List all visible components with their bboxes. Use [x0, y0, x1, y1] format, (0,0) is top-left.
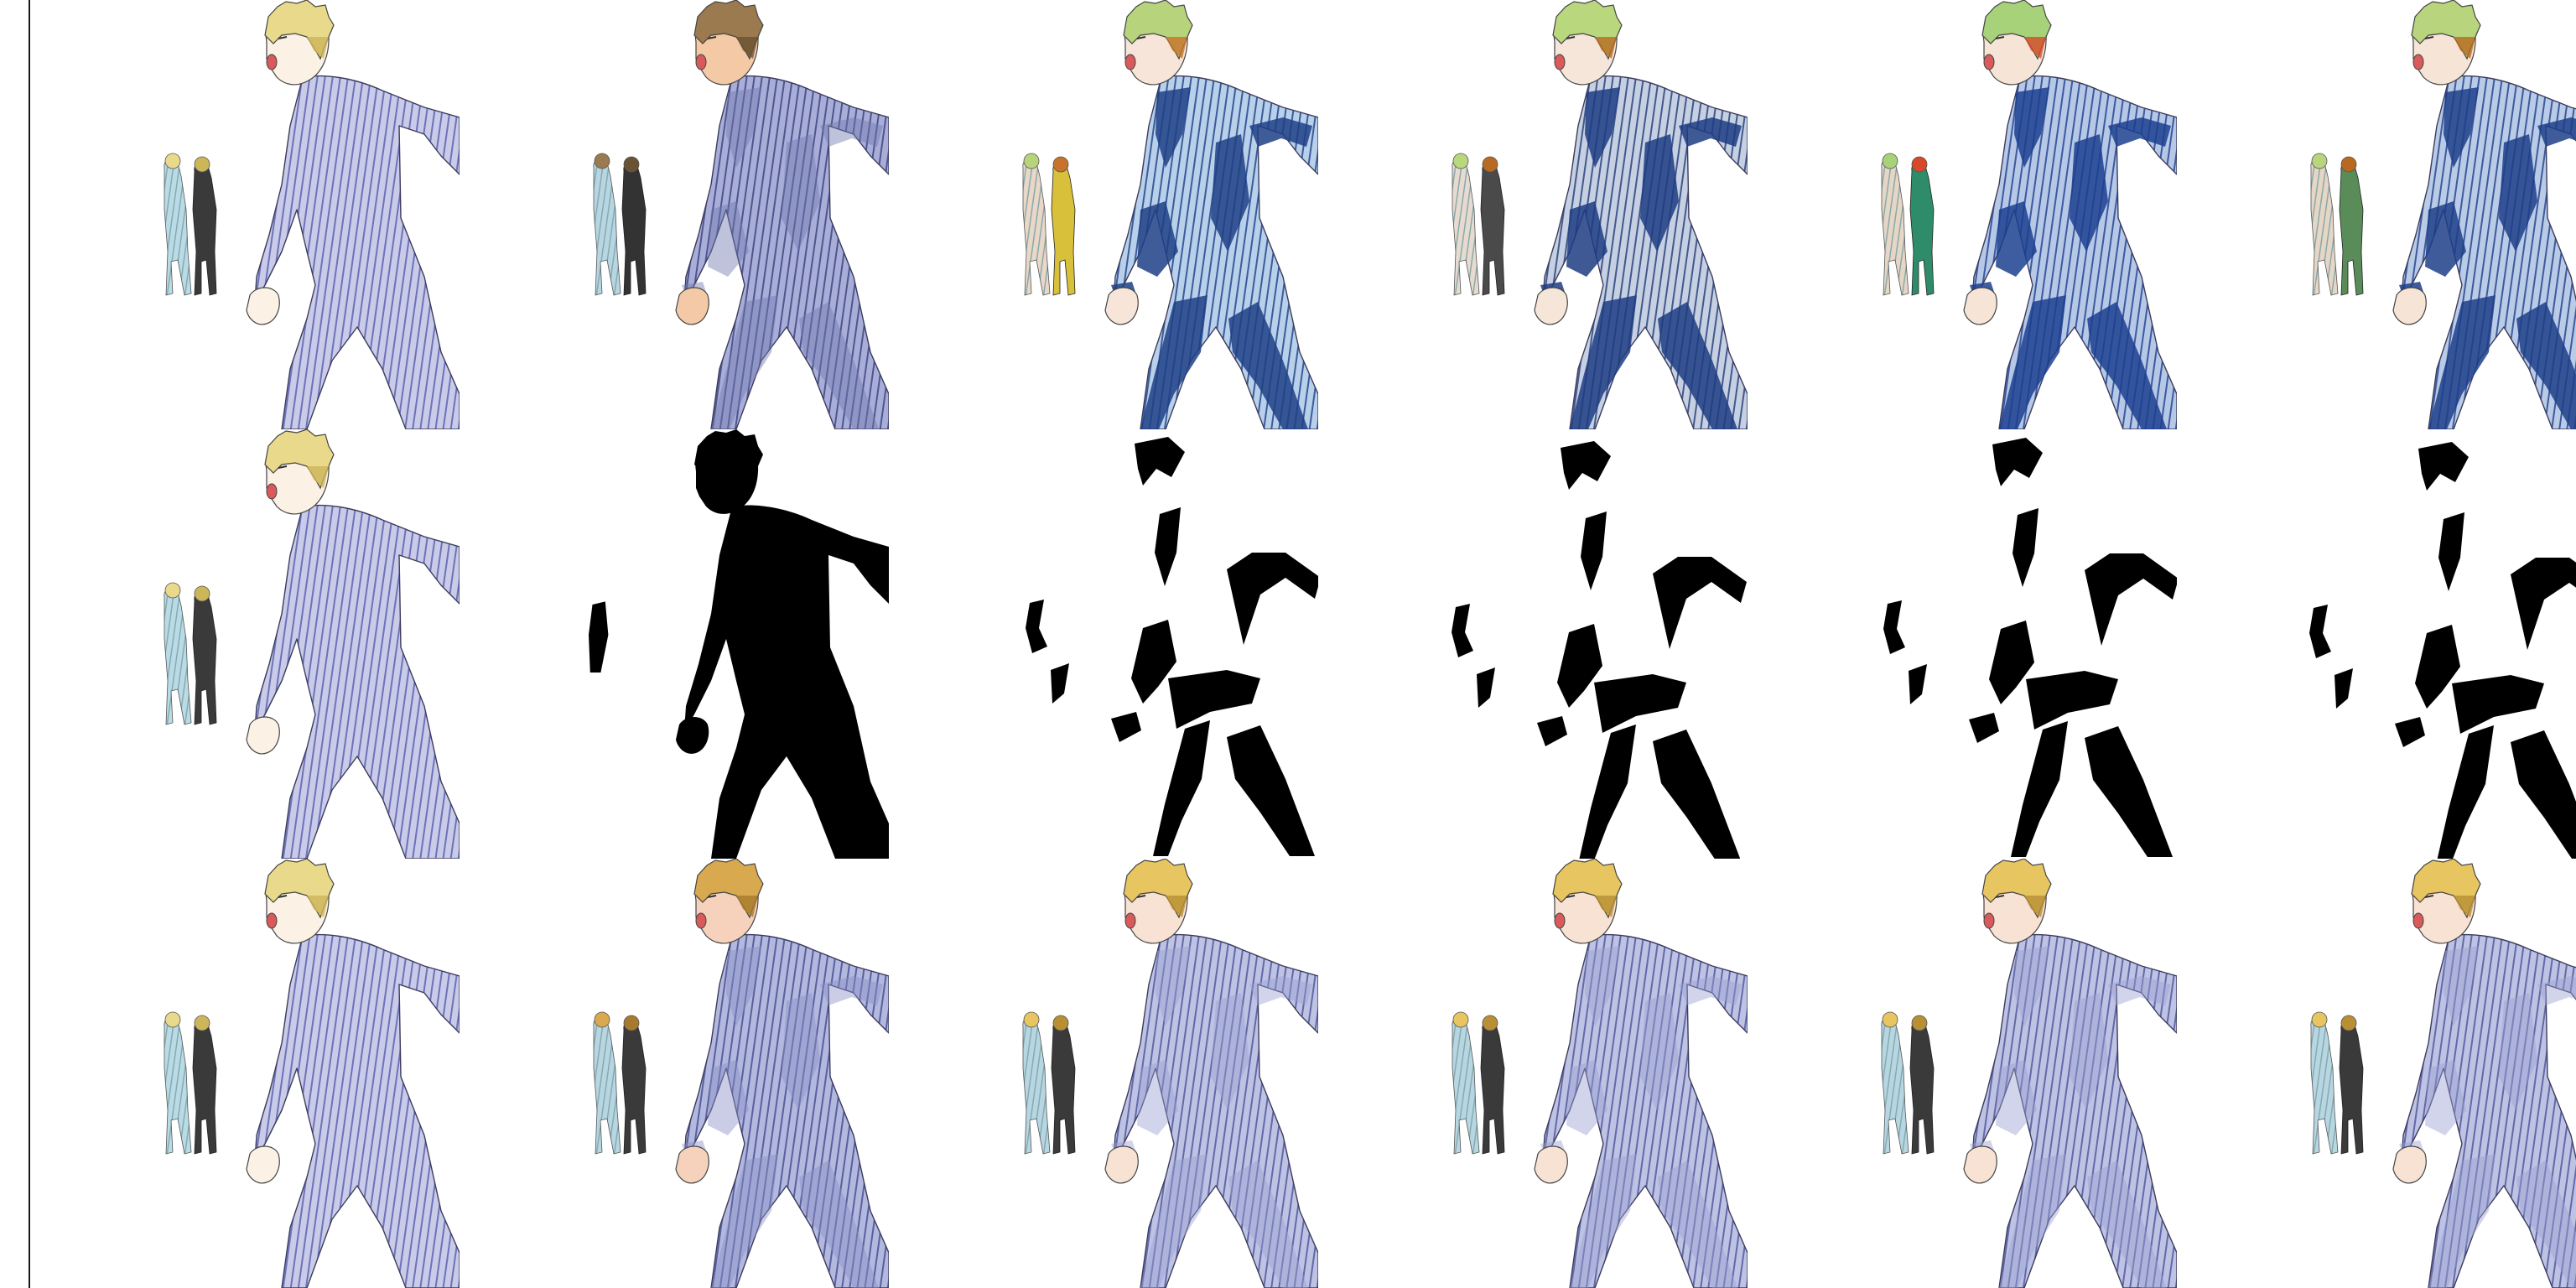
- panel-r1-c3: [889, 0, 1318, 429]
- panel-illustration: [593, 859, 889, 1288]
- panel-r2-c6: [2177, 429, 2576, 859]
- panel-r3-c5: [1748, 859, 2177, 1288]
- panel-r1-c4: [1318, 0, 1748, 429]
- panel-r2-c5: [1748, 429, 2177, 859]
- panel-illustration: [1881, 0, 2177, 429]
- panel-illustration: [1022, 859, 1318, 1288]
- panel-r3-c4: [1318, 859, 1748, 1288]
- panel-r2-c3: [889, 429, 1318, 859]
- panel-illustration: [1022, 0, 1318, 429]
- panel-r3-c2: [460, 859, 889, 1288]
- left-border-line: [29, 0, 31, 1288]
- panel-illustration: [2310, 0, 2576, 429]
- panel-illustration: [2310, 859, 2576, 1288]
- panel-r2-c1: [30, 429, 460, 859]
- panel-illustration: [164, 0, 460, 429]
- panel-r2-c2: [460, 429, 889, 859]
- panel-illustration: [164, 429, 460, 859]
- panel-r3-c6: [2177, 859, 2576, 1288]
- panel-illustration: [1452, 441, 1747, 859]
- panel-illustration: [589, 429, 889, 859]
- panel-r1-c6: [2177, 0, 2576, 429]
- panel-r1-c2: [460, 0, 889, 429]
- panel-illustration: [1026, 437, 1318, 856]
- panel-r3-c3: [889, 859, 1318, 1288]
- panel-illustration: [1452, 0, 1748, 429]
- panel-illustration: [164, 859, 460, 1288]
- panel-r2-c4: [1318, 429, 1748, 859]
- panel-illustration: [593, 0, 889, 429]
- panel-r1-c5: [1748, 0, 2177, 429]
- panel-r1-c1: [30, 0, 460, 429]
- panel-illustration: [2309, 442, 2576, 859]
- panel-r3-c1: [30, 859, 460, 1288]
- panel-illustration: [1452, 859, 1748, 1288]
- panel-illustration: [1883, 438, 2177, 857]
- panel-illustration: [1881, 859, 2177, 1288]
